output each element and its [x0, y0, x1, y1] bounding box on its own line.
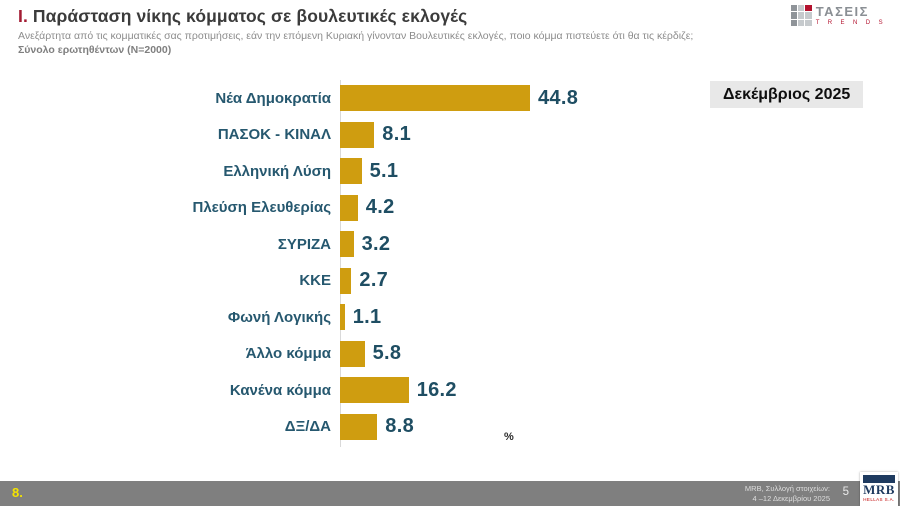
chart-row: Άλλο κόμμα 5.8	[0, 336, 900, 373]
chart-row: ΚΚΕ 2.7	[0, 263, 900, 300]
chart-row: Πλεύση Ελευθερίας 4.2	[0, 190, 900, 227]
chart-row: ΔΞ/ΔΑ 8.8	[0, 409, 900, 446]
chart-axis-line	[340, 80, 341, 447]
page-title-index: Ι.	[18, 6, 28, 26]
mrb-logo-bar	[863, 475, 895, 483]
source-note: MRB, Συλλογή στοιχείων: 4 –12 Δεκεμβρίου…	[745, 484, 830, 504]
value-label: 8.1	[382, 123, 411, 146]
bar	[340, 194, 358, 221]
category-label: Νέα Δημοκρατία	[215, 89, 331, 107]
mrb-logo-name: MRB	[863, 482, 895, 497]
bar	[340, 413, 378, 440]
bar	[340, 377, 409, 404]
bar	[340, 304, 345, 331]
bar-chart: Νέα Δημοκρατία 44.8 ΠΑΣΟΚ - ΚΙΝΑΛ 8.1 Ελληνι…	[0, 80, 900, 445]
value-label: 8.8	[385, 415, 414, 438]
sample-size: Σύνολο ερωτηθέντων (N=2000)	[18, 44, 172, 56]
page-title-text: Παράσταση νίκης κόμματος σε βουλευτικές …	[27, 6, 468, 26]
taseis-grid-icon	[790, 5, 812, 26]
taseis-logo-name: ΤΑΣΕΙΣ	[815, 4, 869, 19]
chart-row: Ελληνική Λύση 5.1	[0, 153, 900, 190]
mrb-logo: MRB HELLAS S.A.	[860, 472, 898, 506]
bar	[340, 85, 530, 112]
chart-row: Νέα Δημοκρατία 44.8	[0, 80, 900, 117]
page-title: Ι. Παράσταση νίκης κόμματος σε βουλευτικ…	[18, 6, 467, 27]
chart-row: Κανένα κόμμα 16.2	[0, 372, 900, 409]
category-label: Ελληνική Λύση	[223, 162, 331, 180]
value-label: 3.2	[361, 232, 391, 255]
source-note-line1: MRB, Συλλογή στοιχείων:	[744, 484, 830, 493]
value-label: 2.7	[359, 269, 389, 292]
chart-row: Φωνή Λογικής 1.1	[0, 299, 900, 336]
bar	[340, 158, 362, 185]
bar	[340, 121, 375, 148]
category-label: ΚΚΕ	[299, 272, 331, 290]
category-label: Κανένα κόμμα	[229, 381, 331, 399]
category-label: Άλλο κόμμα	[245, 345, 331, 363]
category-label: ΠΑΣΟΚ - ΚΙΝΑΛ	[217, 126, 331, 144]
value-label: 5.1	[369, 159, 399, 182]
chart-row: ΣΥΡΙΖΑ 3.2	[0, 226, 900, 263]
taseis-logo-sub: T R E N D S	[815, 19, 886, 26]
survey-question: Ανεξάρτητα από τις κομματικές σας προτιμ…	[18, 30, 694, 42]
value-label: 44.8	[538, 86, 579, 109]
percent-unit-label: %	[504, 431, 514, 443]
bar	[340, 231, 354, 258]
taseis-logo: ΤΑΣΕΙΣ T R E N D S	[790, 4, 886, 26]
value-label: 1.1	[352, 305, 382, 328]
bar	[340, 340, 365, 367]
period-label: Δεκέμβριος 2025	[710, 81, 864, 108]
category-label: ΔΞ/ΔΑ	[284, 418, 331, 436]
category-label: Πλεύση Ελευθερίας	[192, 199, 331, 217]
mrb-logo-sub: HELLAS S.A.	[863, 497, 895, 503]
value-label: 5.8	[372, 342, 402, 365]
category-label: ΣΥΡΙΖΑ	[277, 235, 331, 253]
page-number: 5	[842, 486, 849, 498]
section-number: 8.	[12, 485, 23, 500]
value-label: 16.2	[416, 378, 457, 401]
value-label: 4.2	[365, 196, 395, 219]
chart-row: ΠΑΣΟΚ - ΚΙΝΑΛ 8.1	[0, 117, 900, 154]
category-label: Φωνή Λογικής	[227, 308, 331, 326]
source-note-line2: 4 –12 Δεκεμβρίου 2025	[752, 493, 831, 503]
footer-bar: 8. MRB, Συλλογή στοιχείων: 4 –12 Δεκεμβρ…	[0, 481, 900, 506]
bar	[340, 267, 352, 294]
